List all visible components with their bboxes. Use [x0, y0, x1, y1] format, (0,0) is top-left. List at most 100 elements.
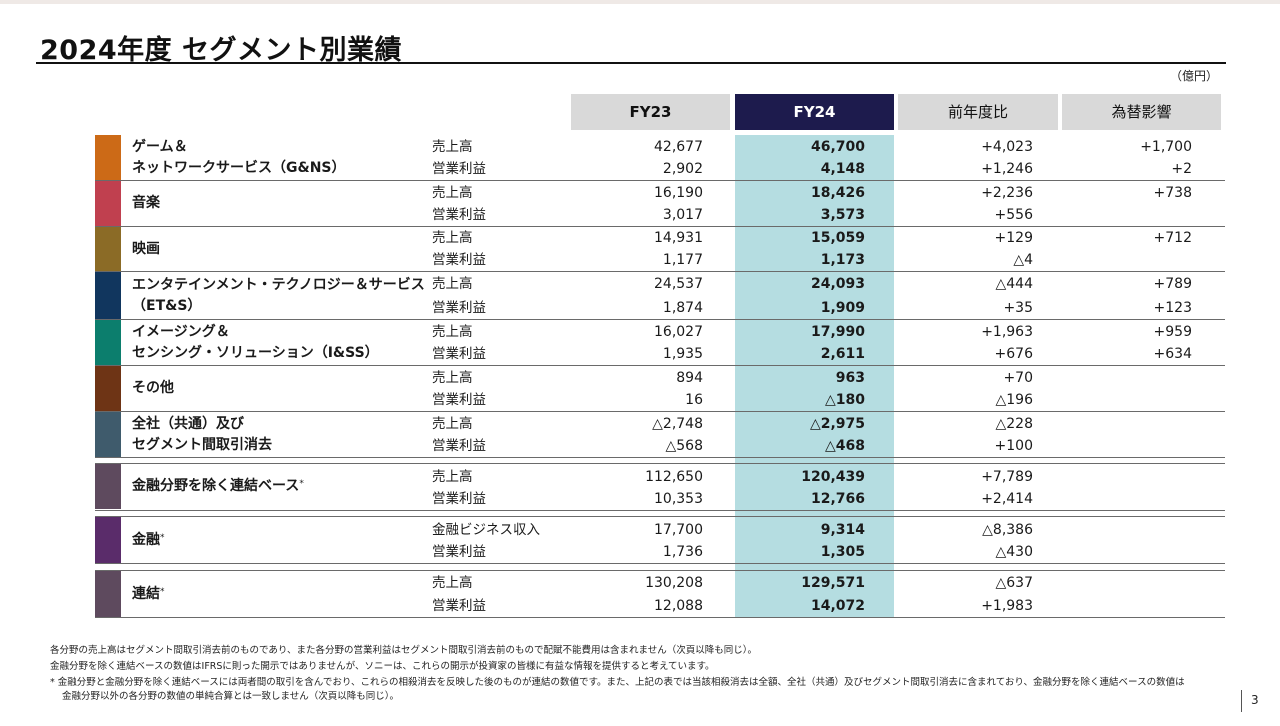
table-row: 売上高 894 963 +70 — [95, 367, 1225, 389]
row-label: 営業利益 — [432, 392, 486, 408]
table-row: 営業利益 12,088 14,072 +1,983 — [95, 595, 1225, 617]
row-divider — [95, 271, 1225, 272]
table-row: 売上高 24,537 24,093 △444 +789 — [95, 273, 1225, 295]
segment-color-bar — [95, 571, 121, 617]
fy23-value: 14,931 — [654, 230, 703, 246]
row-label: 売上高 — [432, 230, 473, 246]
segment-name: 全社（共通）及び セグメント間取引消去 — [132, 412, 422, 457]
segment-block-iss: イメージング＆ センシング・ソリューション（I&SS） 売上高 16,027 1… — [95, 320, 1225, 365]
segment-color-bar — [95, 412, 121, 457]
fy24-value: 963 — [835, 370, 865, 386]
segment-name-line: イメージング＆ — [132, 323, 230, 340]
segment-name: 金融分野を除く連結ベース* — [132, 464, 422, 509]
yoy-value: +1,983 — [981, 598, 1033, 614]
table-row: 営業利益 △568 △468 +100 — [95, 435, 1225, 457]
fy23-value: 1,177 — [662, 252, 703, 268]
fy23-value: 16,027 — [654, 324, 703, 340]
fy23-value: 3,017 — [662, 207, 703, 223]
page-number: 3 — [1251, 693, 1259, 707]
fy24-value: 4,148 — [820, 161, 865, 177]
fy24-value: 3,573 — [820, 207, 865, 223]
segment-name-line: 音楽 — [132, 195, 160, 211]
fy23-value: 17,700 — [654, 522, 703, 538]
table-row: 営業利益 3,017 3,573 +556 — [95, 204, 1225, 226]
yoy-value: +2,236 — [981, 185, 1033, 201]
footnote: 各分野の売上高はセグメント間取引消去前のものであり、また各分野の営業利益はセグメ… — [50, 645, 757, 656]
row-divider — [95, 516, 1225, 517]
segment-color-bar — [95, 272, 121, 319]
table-row: 営業利益 1,935 2,611 +676 +634 — [95, 343, 1225, 365]
fy24-value: 120,439 — [801, 469, 865, 485]
yoy-value: +676 — [994, 346, 1033, 362]
table-row: 営業利益 1,177 1,173 △4 — [95, 249, 1225, 271]
fy23-value: 130,208 — [645, 575, 703, 591]
row-divider — [95, 411, 1225, 412]
yoy-value: △196 — [995, 392, 1034, 408]
header-fy24: FY24 — [735, 94, 894, 130]
table-row: 営業利益 10,353 12,766 +2,414 — [95, 488, 1225, 510]
segment-name-line: ゲーム＆ — [132, 138, 188, 155]
fy24-value: △2,975 — [809, 416, 865, 432]
yoy-value: △8,386 — [982, 522, 1033, 538]
row-label: 売上高 — [432, 416, 473, 432]
segment-block-other: その他 売上高 894 963 +70 営業利益 16 △180 △196 — [95, 366, 1225, 411]
fy24-value: 24,093 — [810, 276, 865, 292]
fy23-value: 2,902 — [662, 161, 703, 177]
segment-block-financial: 金融* 金融ビジネス収入 17,700 9,314 △8,386 営業利益 1,… — [95, 517, 1225, 563]
row-divider — [95, 463, 1225, 464]
top-accent-bar — [0, 0, 1280, 4]
segment-name-line: ネットワークサービス（G&NS） — [132, 159, 346, 176]
footnote: 金融分野以外の各分野の数値の単純合算とは一致しません（次頁以降も同じ）。 — [62, 691, 399, 702]
table-row: 営業利益 1,874 1,909 +35 +123 — [95, 297, 1225, 319]
fy23-value: 16 — [685, 392, 703, 408]
fy23-value: 12,088 — [654, 598, 703, 614]
segment-color-bar — [95, 135, 121, 180]
segment-color-bar — [95, 227, 121, 271]
yoy-value: +100 — [994, 438, 1033, 454]
row-label: 営業利益 — [432, 438, 486, 454]
table-row: 売上高 16,027 17,990 +1,963 +959 — [95, 321, 1225, 343]
row-label: 営業利益 — [432, 161, 486, 177]
fx-value: +712 — [1153, 230, 1192, 246]
header-fy23: FY23 — [571, 94, 730, 130]
fy23-value: 1,736 — [662, 544, 703, 560]
row-label: 売上高 — [432, 324, 473, 340]
fx-value: +789 — [1153, 276, 1192, 292]
table-row: 営業利益 2,902 4,148 +1,246 +2 — [95, 158, 1225, 180]
table-row: 売上高 △2,748 △2,975 △228 — [95, 413, 1225, 435]
fy23-value: 1,935 — [662, 346, 703, 362]
row-divider — [95, 563, 1225, 564]
row-label: 営業利益 — [432, 346, 486, 362]
segment-name: その他 — [132, 366, 422, 411]
row-divider — [95, 510, 1225, 511]
row-label: 営業利益 — [432, 207, 486, 223]
yoy-value: +4,023 — [981, 139, 1033, 155]
segment-color-bar — [95, 517, 121, 563]
unit-label: （億円） — [1169, 69, 1218, 83]
table-row: 売上高 42,677 46,700 +4,023 +1,700 — [95, 136, 1225, 158]
yoy-value: △228 — [995, 416, 1034, 432]
yoy-value: +1,246 — [981, 161, 1033, 177]
fy24-value: 15,059 — [810, 230, 865, 246]
segment-block-excluding-financial: 金融分野を除く連結ベース* 売上高 112,650 120,439 +7,789… — [95, 464, 1225, 509]
segment-name: 金融* — [132, 517, 422, 563]
footnote-mark: * — [299, 479, 304, 489]
segment-name: イメージング＆ センシング・ソリューション（I&SS） — [132, 320, 422, 365]
segment-block-ets: エンタテインメント・テクノロジー＆サービス （ET&S） 売上高 24,537 … — [95, 272, 1225, 319]
fy23-value: △2,748 — [652, 416, 703, 432]
row-divider — [95, 226, 1225, 227]
table-row: 売上高 14,931 15,059 +129 +712 — [95, 227, 1225, 249]
fy23-value: 894 — [676, 370, 703, 386]
page-number-divider — [1241, 690, 1242, 712]
segment-block-corporate: 全社（共通）及び セグメント間取引消去 売上高 △2,748 △2,975 △2… — [95, 412, 1225, 457]
row-label: 売上高 — [432, 370, 473, 386]
row-divider — [95, 365, 1225, 366]
segment-color-bar — [95, 464, 121, 509]
yoy-value: +1,963 — [981, 324, 1033, 340]
fx-value: +738 — [1153, 185, 1192, 201]
row-label: 売上高 — [432, 575, 473, 591]
yoy-value: △637 — [995, 575, 1034, 591]
fx-value — [1062, 249, 1192, 271]
yoy-value: +129 — [994, 230, 1033, 246]
title-underline — [36, 62, 1226, 64]
